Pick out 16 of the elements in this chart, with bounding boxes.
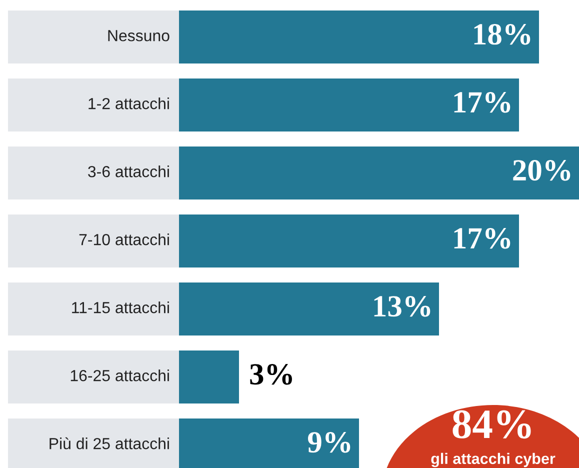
y-tick-label: 3-6 attacchi xyxy=(88,166,169,178)
y-tick-label: 1-2 attacchi xyxy=(88,98,169,110)
annotation: 84% xyxy=(452,410,531,439)
y-tick-label: 16-25 attacchi xyxy=(70,370,169,382)
annotation: gli attacchi cyber xyxy=(431,452,556,468)
data-label: 18% xyxy=(474,24,530,45)
y-tick-label: Più di 25 attacchi xyxy=(50,437,169,450)
data-label: 17% xyxy=(454,92,510,113)
y-tick-label: 7-10 attacchi xyxy=(79,234,169,246)
data-label: 20% xyxy=(513,160,570,181)
data-label: 9% xyxy=(308,432,350,453)
y-tick-label: 11-15 attacchi xyxy=(72,302,169,314)
data-label: 3% xyxy=(250,364,292,385)
y-tick-label: Nessuno xyxy=(108,30,170,42)
data-label: 17% xyxy=(454,228,510,249)
data-label: 13% xyxy=(374,296,430,317)
